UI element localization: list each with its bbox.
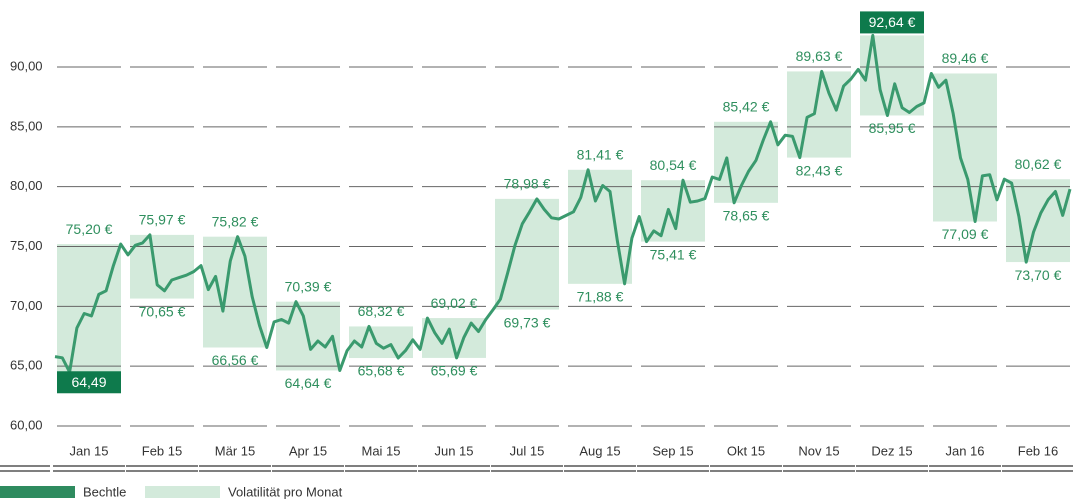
low-label: 75,41 € — [650, 246, 697, 262]
x-tick-label: Aug 15 — [579, 443, 620, 458]
x-tick-label: Nov 15 — [798, 443, 839, 458]
highlight-box — [860, 11, 924, 34]
y-tick-label: 65,00 — [10, 358, 43, 373]
high-label: 75,97 € — [139, 212, 186, 228]
x-tick-label: Jan 15 — [69, 443, 108, 458]
low-label: 71,88 € — [577, 289, 624, 305]
high-label: 80,62 € — [1015, 156, 1062, 172]
low-label: 85,95 € — [869, 120, 916, 136]
legend-swatch — [0, 486, 75, 498]
x-tick-label: Okt 15 — [727, 443, 765, 458]
low-label: 73,70 € — [1015, 267, 1062, 283]
high-label: 89,46 € — [942, 50, 989, 66]
high-label: 89,63 € — [796, 48, 843, 64]
y-tick-label: 75,00 — [10, 238, 43, 253]
x-tick-label: Sep 15 — [652, 443, 693, 458]
high-label: 85,42 € — [723, 99, 770, 115]
x-tick-label: Mai 15 — [361, 443, 400, 458]
high-label: 78,98 € — [504, 176, 551, 192]
y-tick-label: 80,00 — [10, 178, 43, 193]
y-tick-label: 85,00 — [10, 118, 43, 133]
low-label: 65,68 € — [358, 363, 405, 379]
legend-label: Bechtle — [83, 484, 126, 499]
high-label: 68,32 € — [358, 303, 405, 319]
x-tick-label: Apr 15 — [289, 443, 327, 458]
x-tick-label: Feb 16 — [1018, 443, 1058, 458]
highlight-box — [57, 371, 121, 394]
volatility-box — [203, 236, 267, 348]
volatility-box — [933, 73, 997, 222]
high-label: 70,39 € — [285, 278, 332, 294]
low-label: 70,65 € — [139, 303, 186, 319]
high-label: 80,54 € — [650, 157, 697, 173]
high-label: 75,82 € — [212, 213, 259, 229]
x-tick-label: Jan 16 — [945, 443, 984, 458]
low-label: 64,49 — [71, 374, 106, 390]
legend-swatch — [145, 486, 220, 498]
x-tick-label: Dez 15 — [871, 443, 912, 458]
x-tick-label: Jul 15 — [510, 443, 545, 458]
high-label: 81,41 € — [577, 146, 624, 162]
low-label: 64,64 € — [285, 375, 332, 391]
high-label: 92,64 € — [869, 14, 916, 30]
low-label: 69,73 € — [504, 314, 551, 330]
low-label: 65,69 € — [431, 363, 478, 379]
y-tick-label: 70,00 — [10, 298, 43, 313]
x-tick-label: Feb 15 — [142, 443, 182, 458]
volatility-box — [641, 180, 705, 242]
low-label: 82,43 € — [796, 162, 843, 178]
price-line — [54, 33, 1072, 374]
low-label: 78,65 € — [723, 208, 770, 224]
x-tick-label: Mär 15 — [215, 443, 255, 458]
high-label: 75,20 € — [66, 221, 113, 237]
x-tick-label: Jun 15 — [434, 443, 473, 458]
low-label: 77,09 € — [942, 226, 989, 242]
y-tick-label: 90,00 — [10, 58, 43, 73]
low-label: 66,56 € — [212, 352, 259, 368]
volatility-box — [57, 244, 121, 373]
high-label: 69,02 € — [431, 295, 478, 311]
volatility-box — [714, 121, 778, 203]
y-tick-label: 60,00 — [10, 417, 43, 432]
legend-label: Volatilität pro Monat — [228, 484, 343, 499]
